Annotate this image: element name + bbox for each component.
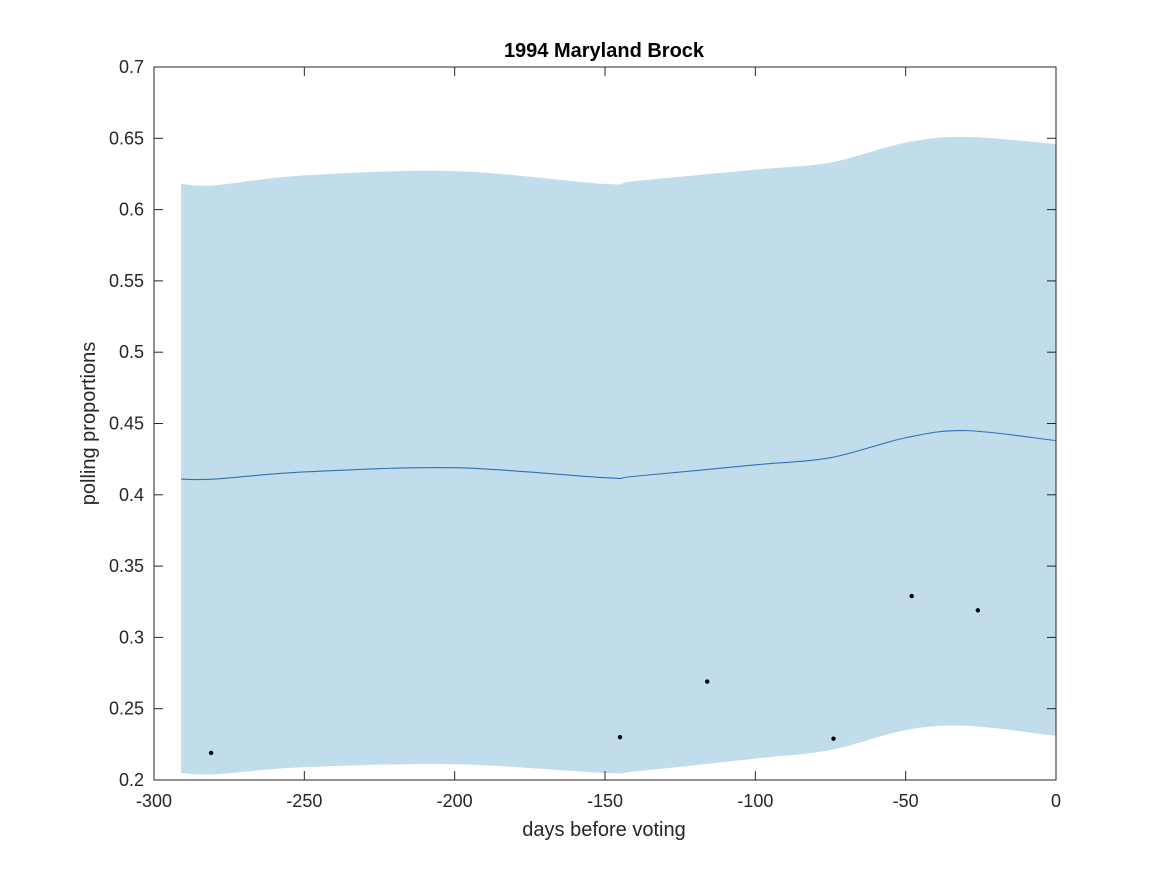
mean-line [181, 430, 1057, 481]
y-tick-label: 0.5 [119, 342, 144, 362]
confidence-band [181, 136, 1056, 775]
y-tick-label: 0.65 [109, 128, 144, 148]
poll-point [208, 750, 214, 756]
y-axis-label: polling proportions [78, 342, 100, 505]
y-tick-label: 0.3 [119, 627, 144, 647]
y-tick-label: 0.2 [119, 770, 144, 790]
x-tick-label: -150 [587, 791, 623, 811]
poll-point [831, 736, 836, 741]
y-tick-label: 0.45 [109, 414, 144, 434]
y-tick-label: 0.25 [109, 699, 144, 719]
x-tick-label: -200 [437, 791, 473, 811]
poll-point [909, 593, 914, 599]
y-tick-label: 0.35 [109, 556, 144, 576]
y-tick-label: 0.4 [119, 485, 144, 505]
poll-point [617, 735, 623, 740]
x-tick-label: -250 [286, 791, 322, 811]
x-tick-label: -100 [737, 791, 773, 811]
y-tick-label: 0.7 [119, 57, 144, 77]
y-tick-label: 0.6 [119, 200, 144, 220]
x-tick-label: -300 [136, 791, 172, 811]
chart-title: 1994 Maryland Brock [504, 40, 705, 62]
x-tick-labels: -300 -250 -200 -150 -100 -50 0 [136, 791, 1061, 811]
axes-frame [153, 66, 1057, 781]
x-tick-label: 0 [1051, 791, 1061, 811]
y-tick-label: 0.55 [109, 271, 144, 291]
x-tick-label: -50 [893, 791, 919, 811]
y-tick-labels: 0.2 0.25 0.3 0.35 0.4 0.45 0.5 0.55 0.6 0.65 0.7 [109, 57, 144, 790]
plot-area [181, 136, 1057, 775]
x-axis-label: days before voting [522, 819, 685, 841]
poll-point [705, 679, 710, 684]
poll-point [975, 608, 981, 613]
